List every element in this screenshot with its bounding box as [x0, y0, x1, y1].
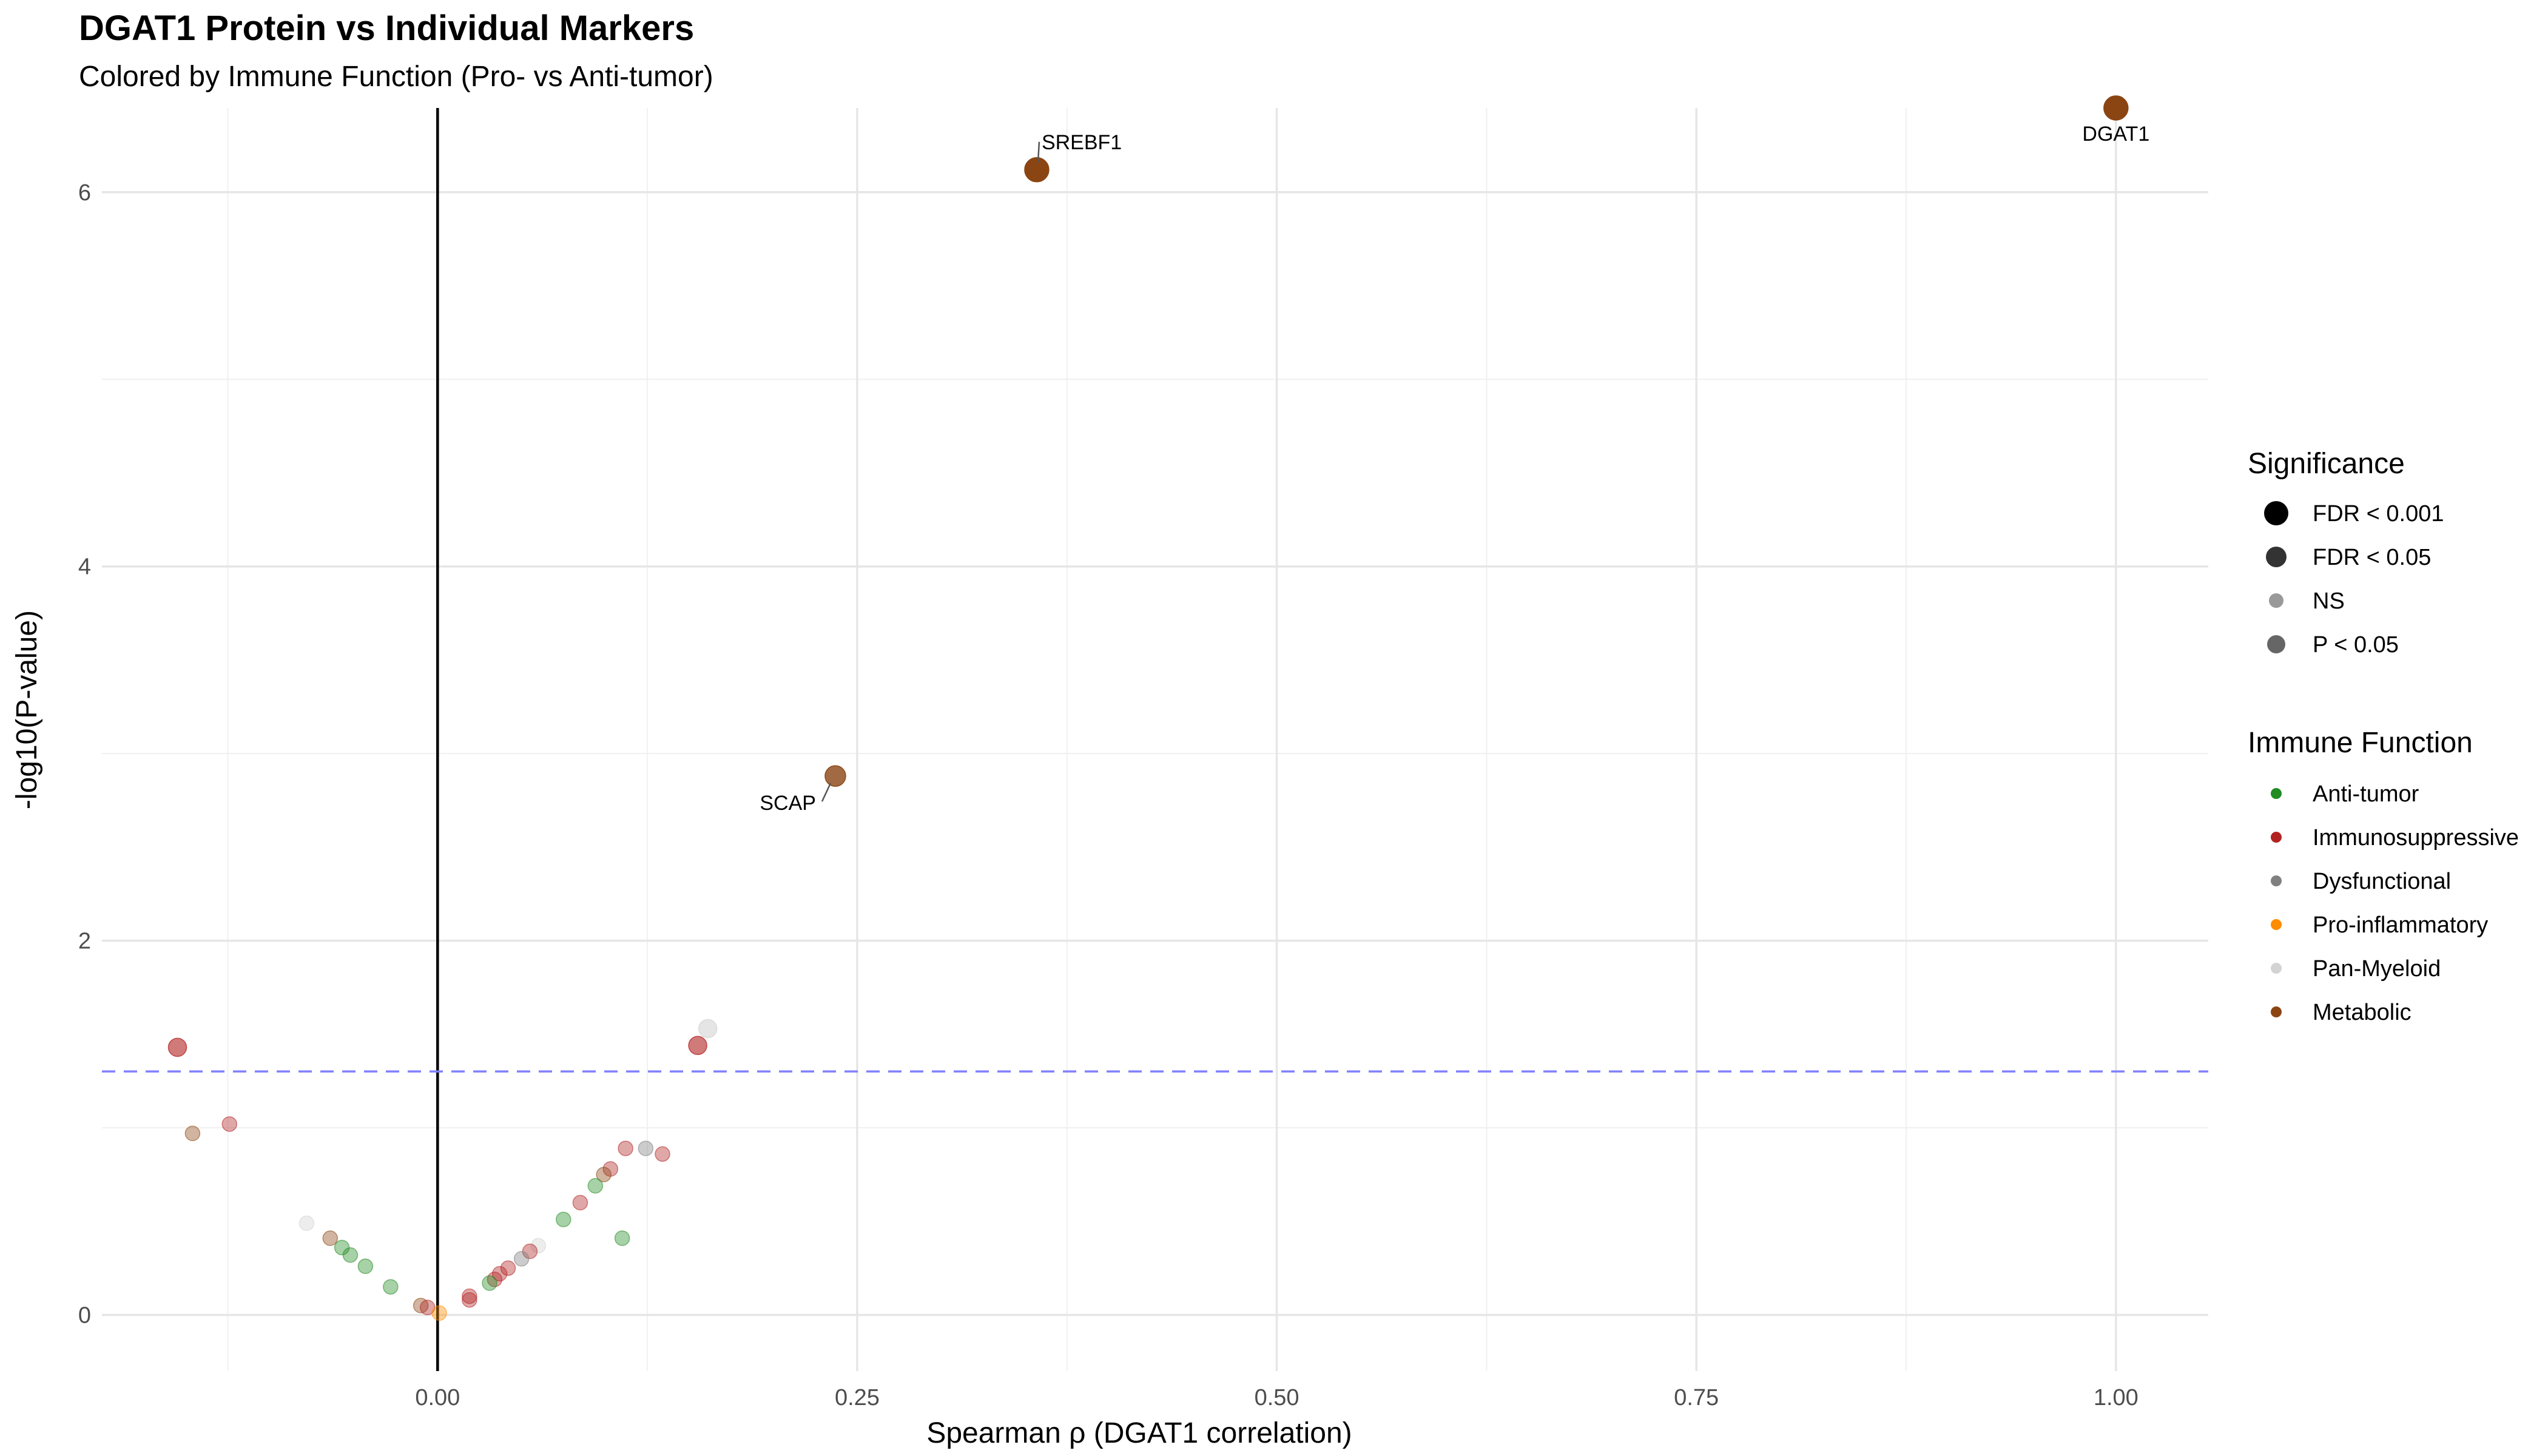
y-tick-label: 2: [78, 929, 91, 954]
legend-function-title: Immune Function: [2248, 727, 2473, 759]
reference-lines: [102, 108, 2208, 1371]
data-point: [357, 1258, 374, 1275]
data-point: [618, 1141, 633, 1156]
data-point: [530, 1238, 547, 1254]
data-point: [655, 1146, 670, 1162]
data-point: [638, 1141, 654, 1156]
data-point: [614, 1230, 630, 1246]
data-point: [462, 1288, 477, 1304]
legend-function-key: [2271, 963, 2282, 974]
legend-significance-key: [2269, 593, 2283, 608]
data-point: [2103, 95, 2129, 121]
x-axis-title: Spearman ρ (DGAT1 correlation): [926, 1417, 1352, 1449]
y-tick-label: 0: [78, 1303, 91, 1328]
x-tick-label: 0.25: [835, 1385, 880, 1410]
data-point: [167, 1037, 187, 1057]
x-tick-label: 0.75: [1674, 1385, 1719, 1410]
data-point: [431, 1305, 447, 1321]
data-point: [587, 1178, 604, 1194]
legend-function: Immune Function Anti-tumor Immunosuppress…: [2248, 727, 2519, 1025]
data-point: [221, 1116, 238, 1132]
legend-significance-label: FDR < 0.05: [2313, 545, 2431, 570]
legend-significance-label: NS: [2313, 588, 2345, 614]
point-label: SREBF1: [1042, 131, 1122, 154]
point-label: SCAP: [760, 792, 816, 815]
legend-function-key: [2271, 919, 2282, 930]
legend-function-label: Pan-Myeloid: [2313, 956, 2441, 982]
legend-function-key: [2271, 788, 2282, 799]
data-point: [383, 1279, 399, 1295]
x-tick-label: 0.00: [415, 1385, 460, 1410]
legend-function-label: Anti-tumor: [2313, 781, 2419, 807]
data-point: [556, 1212, 571, 1227]
legend-function-key: [2271, 832, 2282, 843]
legend-significance-title: Significance: [2248, 448, 2405, 480]
x-axis-ticks: 0.00 0.25 0.50 0.75 1.00: [415, 1385, 2138, 1410]
legend-function-label: Immunosuppressive: [2313, 825, 2519, 851]
data-point: [298, 1215, 315, 1232]
data-point: [462, 1292, 477, 1308]
chart-title: DGAT1 Protein vs Individual Markers: [79, 8, 694, 48]
data-point: [342, 1247, 359, 1263]
y-tick-label: 4: [78, 554, 91, 580]
data-point: [322, 1230, 338, 1246]
data-point: [688, 1036, 707, 1056]
data-point: [596, 1167, 612, 1182]
label-connector: [821, 783, 832, 802]
data-point: [698, 1019, 718, 1039]
data-point: [824, 765, 846, 787]
y-tick-label: 6: [78, 180, 91, 206]
legend-significance-key: [2266, 547, 2287, 567]
legend-function-label: Dysfunctional: [2313, 869, 2451, 894]
legend-significance-key: [2264, 501, 2288, 525]
legend-significance-label: FDR < 0.001: [2313, 501, 2444, 527]
y-axis-ticks: 0 2 4 6: [78, 180, 91, 1329]
grid-major: [102, 108, 2208, 1371]
x-tick-label: 0.50: [1255, 1385, 1299, 1410]
data-points: [167, 95, 2129, 1321]
legend-significance: Significance FDR < 0.001 FDR < 0.05 NS P < …: [2248, 448, 2444, 658]
data-point: [482, 1275, 497, 1291]
data-point: [1024, 157, 1050, 183]
label-connector: [1037, 141, 1040, 163]
legend-function-key: [2271, 1006, 2282, 1017]
data-point: [500, 1260, 516, 1276]
grid-minor: [102, 108, 2208, 1371]
y-axis-title: -log10(P-value): [11, 610, 43, 809]
legend-function-label: Metabolic: [2313, 1000, 2412, 1025]
data-point: [184, 1125, 201, 1142]
legend-function-key: [2271, 875, 2282, 886]
x-tick-label: 1.00: [2094, 1385, 2138, 1410]
point-label: DGAT1: [2082, 123, 2149, 146]
legend-significance-key: [2267, 635, 2285, 653]
plot-area: DGAT1 SREBF1 SCAP: [102, 95, 2208, 1371]
legend-significance-label: P < 0.05: [2313, 632, 2399, 658]
data-point: [572, 1195, 588, 1211]
point-labels: DGAT1 SREBF1 SCAP: [760, 123, 2149, 815]
legend-function-label: Pro-inflammatory: [2313, 912, 2488, 938]
chart-subtitle: Colored by Immune Function (Pro- vs Anti…: [79, 61, 713, 93]
data-point: [513, 1251, 530, 1267]
